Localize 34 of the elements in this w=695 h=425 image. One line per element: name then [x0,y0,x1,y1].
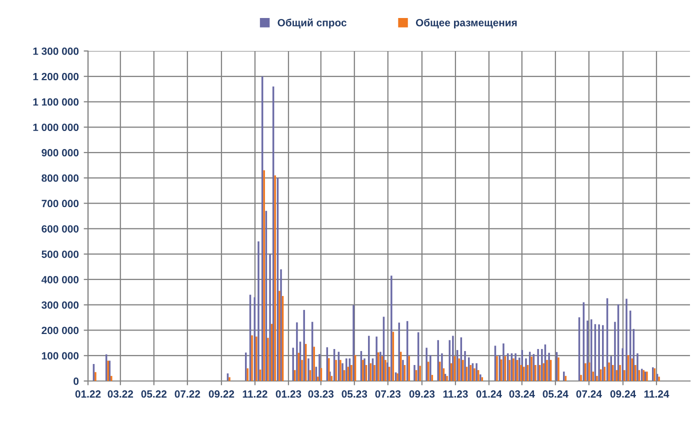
x-tick-label: 05.22 [141,390,167,398]
x-tick-label: 03.24 [509,390,535,398]
y-tick-label: 200 000 [42,326,79,334]
x-tick-label: 11.24 [644,390,670,398]
x-tick-label: 05.24 [542,390,568,398]
legend-label: Общий спрос [278,18,346,28]
x-tick-label: 07.24 [576,390,602,398]
y-tick-label: 500 000 [42,250,79,258]
y-tick-label: 1 200 000 [33,72,79,80]
y-tick-label: 1 000 000 [33,124,79,132]
y-tick-label: 1 100 000 [33,98,79,106]
x-tick-label: 01.24 [476,390,502,398]
y-tick-label: 600 000 [42,225,79,233]
legend-label: Общее размещения [416,18,517,28]
y-tick-label: 300 000 [42,301,79,309]
y-tick-label: 800 000 [42,174,79,182]
y-tick-label: 700 000 [42,200,79,208]
x-tick-label: 09.22 [208,390,234,398]
x-tick-label: 09.23 [409,390,435,398]
x-tick-label: 07.23 [375,390,401,398]
x-tick-label: 01.23 [276,390,302,398]
x-tick-label: 03.23 [308,390,334,398]
x-tick-label: 11.22 [242,390,268,398]
y-tick-label: 900 000 [42,149,79,156]
x-tick-label: 09.24 [610,390,636,398]
y-tick-label: 100 000 [42,352,79,360]
x-tick-label: 07.22 [174,390,200,398]
x-tick-label: 03.22 [108,390,134,398]
y-tick-label: 400 000 [41,276,79,284]
x-tick-label: 05.23 [342,390,368,398]
x-tick-label: 01.22 [75,390,101,398]
x-tick-label: 11.23 [443,390,468,398]
y-tick-label: 1 300 000 [33,48,79,55]
y-tick-label: 0 [74,378,79,385]
